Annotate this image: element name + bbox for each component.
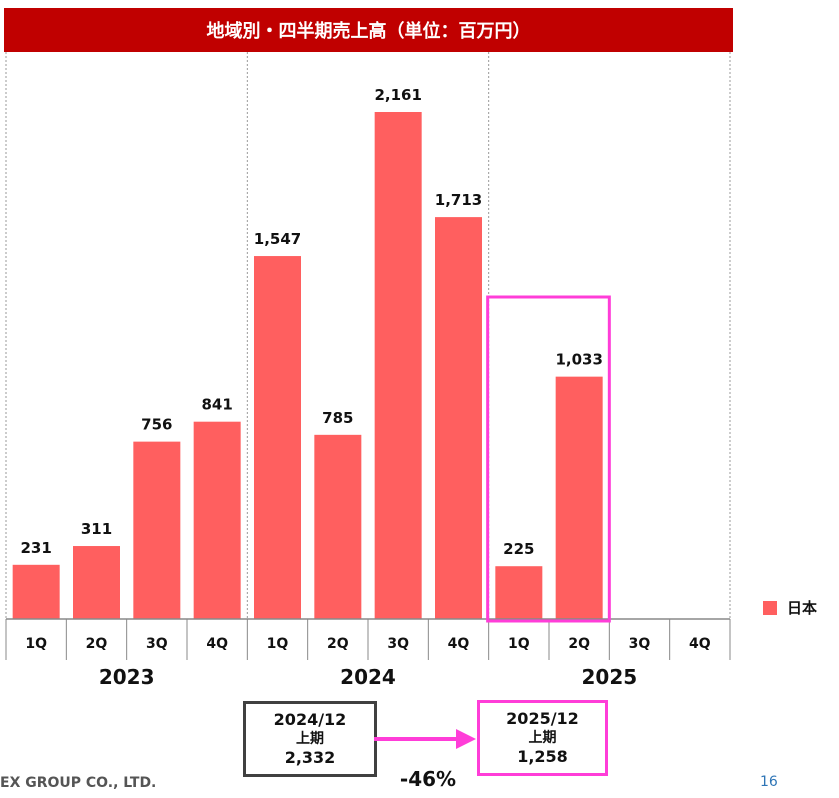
previous-period: 2024/12 — [273, 710, 347, 729]
bar — [555, 376, 603, 619]
quarter-tick-label: 4Q — [448, 636, 470, 652]
quarter-tick-label: 4Q — [689, 636, 711, 652]
legend: 日本 — [763, 597, 817, 618]
quarter-tick-label: 1Q — [267, 636, 289, 652]
bar — [314, 434, 362, 619]
data-label: 1,547 — [254, 230, 301, 248]
quarter-tick-label: 1Q — [508, 636, 530, 652]
data-label: 785 — [322, 409, 353, 427]
current-amount: 1,258 — [517, 747, 568, 766]
legend-label-japan: 日本 — [787, 599, 818, 617]
bar — [435, 217, 482, 620]
previous-half-summary: 2024/12 上期 2,332 — [243, 701, 377, 777]
bar — [133, 441, 181, 619]
current-period: 2025/12 — [506, 709, 579, 728]
data-label: 225 — [503, 540, 534, 558]
bar-chart: 231 311 756 841 1,547 785 2,161 1,713 225 1,033 1Q… — [5, 52, 731, 689]
current-half-label: 上期 — [528, 730, 557, 746]
data-label: 1,713 — [435, 191, 482, 209]
change-percentage: -46% — [399, 767, 457, 791]
quarter-tick-label: 2Q — [568, 636, 590, 652]
data-label: 311 — [81, 520, 112, 538]
quarter-tick-label: 3Q — [146, 636, 168, 652]
quarter-tick-label: 4Q — [206, 636, 228, 652]
previous-half-label: 上期 — [296, 731, 324, 747]
current-half-summary: 2025/12 上期 1,258 — [477, 700, 608, 776]
page-number: 16 — [760, 774, 778, 790]
legend-swatch-japan — [763, 600, 777, 615]
bar — [73, 546, 120, 619]
previous-amount: 2,332 — [284, 748, 336, 767]
bar — [254, 256, 301, 619]
quarter-tick-label: 2Q — [327, 636, 349, 652]
data-label: 231 — [21, 539, 52, 557]
bar — [12, 564, 60, 619]
data-label: 2,161 — [374, 86, 421, 104]
quarter-tick-label: 3Q — [387, 636, 409, 652]
highlight-box — [486, 295, 611, 623]
company-name: EX GROUP CO., LTD. — [0, 775, 157, 791]
quarter-tick-label: 2Q — [86, 636, 108, 652]
year-label: 2025 — [581, 665, 637, 689]
year-label: 2023 — [99, 665, 155, 689]
bar — [193, 421, 241, 619]
data-label: 1,033 — [555, 351, 602, 369]
bar — [374, 112, 422, 619]
data-label: 756 — [141, 416, 172, 434]
quarter-tick-label: 1Q — [25, 636, 47, 652]
year-label: 2024 — [340, 665, 396, 689]
chart-title: 地域別・四半期売上高（単位：百万円） — [4, 8, 733, 52]
arrow-icon — [374, 729, 476, 749]
bar — [495, 566, 543, 619]
quarter-tick-label: 3Q — [629, 636, 651, 652]
data-label: 841 — [202, 396, 233, 414]
